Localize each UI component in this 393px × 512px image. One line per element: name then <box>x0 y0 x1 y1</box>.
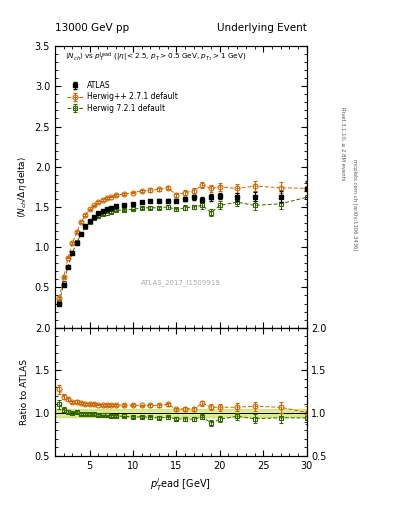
Text: ATLAS_2017_I1509919: ATLAS_2017_I1509919 <box>141 279 221 286</box>
Text: $\langle N_{ch}\rangle$ vs $p_T^{\rm lead}$ ($|\eta| < 2.5$, $p_T > 0.5$ GeV, $p: $\langle N_{ch}\rangle$ vs $p_T^{\rm lea… <box>65 50 246 63</box>
Text: Rivet 3.1.10, ≥ 2.8M events: Rivet 3.1.10, ≥ 2.8M events <box>340 106 345 180</box>
Y-axis label: $\langle N_{ch} / \Delta\eta\,\mathrm{delta}\rangle$: $\langle N_{ch} / \Delta\eta\,\mathrm{de… <box>16 156 29 218</box>
Bar <box>55 409 307 417</box>
Y-axis label: Ratio to ATLAS: Ratio to ATLAS <box>20 359 29 424</box>
X-axis label: $p_T^l{\rm ead}$ [GeV]: $p_T^l{\rm ead}$ [GeV] <box>150 476 211 493</box>
Text: 13000 GeV pp: 13000 GeV pp <box>55 23 129 33</box>
Text: mcplots.cern.ch [arXiv:1306.3436]: mcplots.cern.ch [arXiv:1306.3436] <box>352 159 357 250</box>
Text: Underlying Event: Underlying Event <box>217 23 307 33</box>
Legend: ATLAS, Herwig++ 2.7.1 default, Herwig 7.2.1 default: ATLAS, Herwig++ 2.7.1 default, Herwig 7.… <box>64 78 181 116</box>
